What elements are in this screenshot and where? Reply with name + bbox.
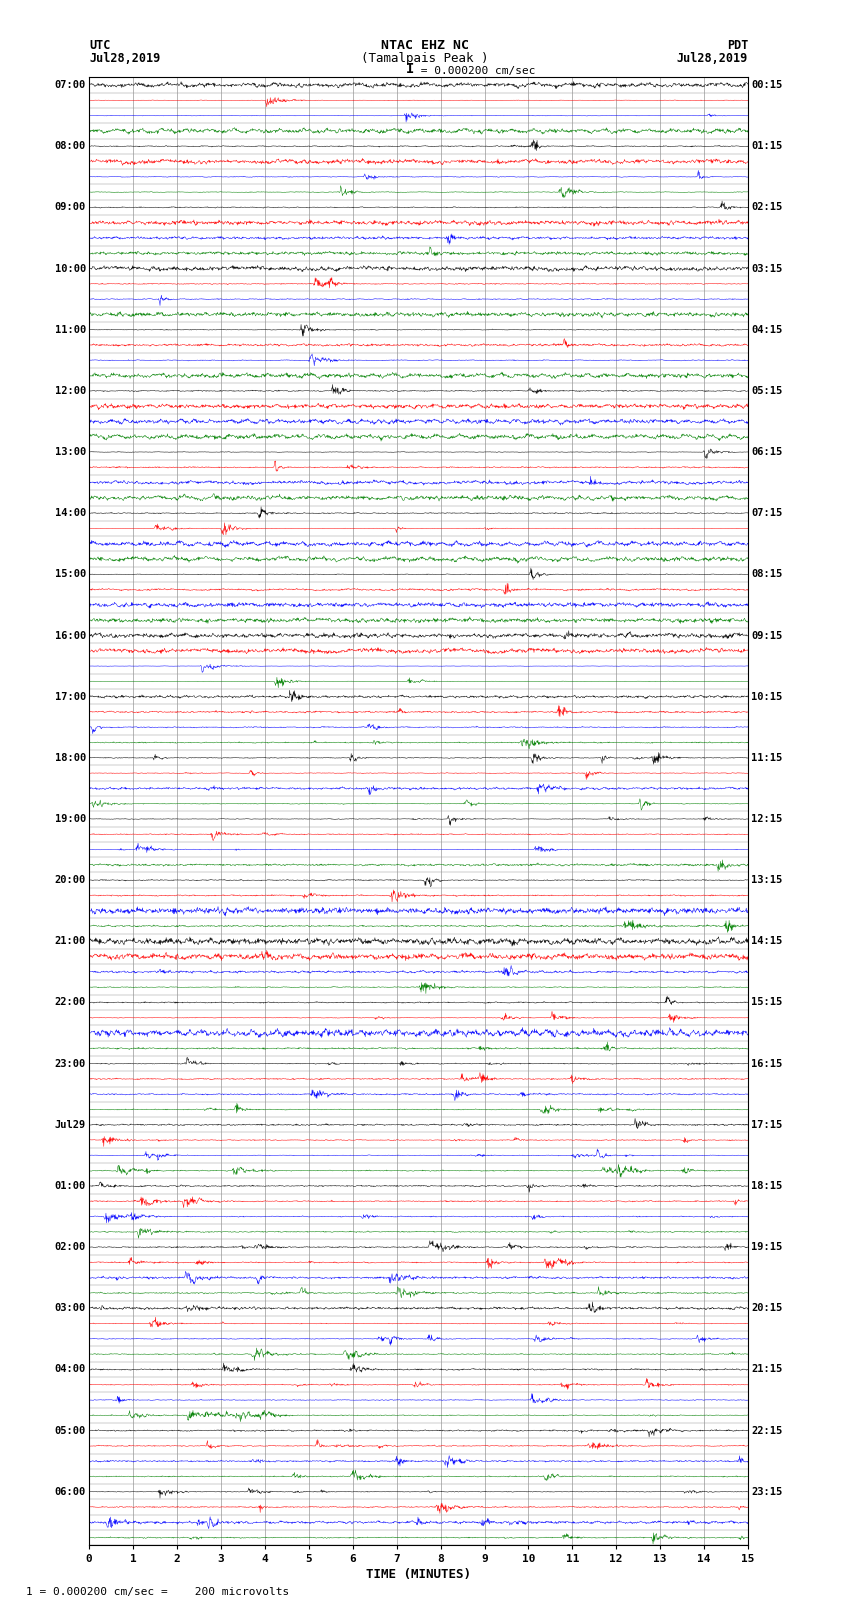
Text: Jul29: Jul29	[54, 1119, 86, 1129]
Text: 17:15: 17:15	[751, 1119, 783, 1129]
Text: 15:00: 15:00	[54, 569, 86, 579]
Text: 07:00: 07:00	[54, 81, 86, 90]
Text: I: I	[405, 61, 414, 76]
X-axis label: TIME (MINUTES): TIME (MINUTES)	[366, 1568, 471, 1581]
Text: 22:15: 22:15	[751, 1426, 783, 1436]
Text: 02:00: 02:00	[54, 1242, 86, 1252]
Text: 09:00: 09:00	[54, 202, 86, 213]
Text: 12:15: 12:15	[751, 815, 783, 824]
Text: 12:00: 12:00	[54, 386, 86, 395]
Text: 06:00: 06:00	[54, 1487, 86, 1497]
Text: 04:00: 04:00	[54, 1365, 86, 1374]
Text: 13:00: 13:00	[54, 447, 86, 456]
Text: 02:15: 02:15	[751, 202, 783, 213]
Text: 14:00: 14:00	[54, 508, 86, 518]
Text: 15:15: 15:15	[751, 997, 783, 1008]
Text: 08:00: 08:00	[54, 142, 86, 152]
Text: 01:15: 01:15	[751, 142, 783, 152]
Text: 05:15: 05:15	[751, 386, 783, 395]
Text: 23:00: 23:00	[54, 1058, 86, 1069]
Text: 03:15: 03:15	[751, 263, 783, 274]
Text: 11:00: 11:00	[54, 324, 86, 336]
Text: (Tamalpais Peak ): (Tamalpais Peak )	[361, 52, 489, 65]
Text: 01:00: 01:00	[54, 1181, 86, 1190]
Text: NTAC EHZ NC: NTAC EHZ NC	[381, 39, 469, 52]
Text: 1 = 0.000200 cm/sec =    200 microvolts: 1 = 0.000200 cm/sec = 200 microvolts	[26, 1587, 289, 1597]
Text: 08:15: 08:15	[751, 569, 783, 579]
Text: 04:15: 04:15	[751, 324, 783, 336]
Text: 16:00: 16:00	[54, 631, 86, 640]
Text: 22:00: 22:00	[54, 997, 86, 1008]
Text: 06:15: 06:15	[751, 447, 783, 456]
Text: 16:15: 16:15	[751, 1058, 783, 1069]
Text: 05:00: 05:00	[54, 1426, 86, 1436]
Text: 19:15: 19:15	[751, 1242, 783, 1252]
Text: Jul28,2019: Jul28,2019	[677, 52, 748, 65]
Text: 10:00: 10:00	[54, 263, 86, 274]
Text: 09:15: 09:15	[751, 631, 783, 640]
Text: 21:00: 21:00	[54, 936, 86, 947]
Text: 23:15: 23:15	[751, 1487, 783, 1497]
Text: 11:15: 11:15	[751, 753, 783, 763]
Text: 21:15: 21:15	[751, 1365, 783, 1374]
Text: Jul28,2019: Jul28,2019	[89, 52, 161, 65]
Text: 17:00: 17:00	[54, 692, 86, 702]
Text: 19:00: 19:00	[54, 815, 86, 824]
Text: 13:15: 13:15	[751, 876, 783, 886]
Text: PDT: PDT	[727, 39, 748, 52]
Text: 03:00: 03:00	[54, 1303, 86, 1313]
Text: 10:15: 10:15	[751, 692, 783, 702]
Text: 07:15: 07:15	[751, 508, 783, 518]
Text: 14:15: 14:15	[751, 936, 783, 947]
Text: 20:15: 20:15	[751, 1303, 783, 1313]
Text: 18:15: 18:15	[751, 1181, 783, 1190]
Text: 20:00: 20:00	[54, 876, 86, 886]
Text: UTC: UTC	[89, 39, 110, 52]
Text: 18:00: 18:00	[54, 753, 86, 763]
Text: 00:15: 00:15	[751, 81, 783, 90]
Text: = 0.000200 cm/sec: = 0.000200 cm/sec	[414, 66, 536, 76]
